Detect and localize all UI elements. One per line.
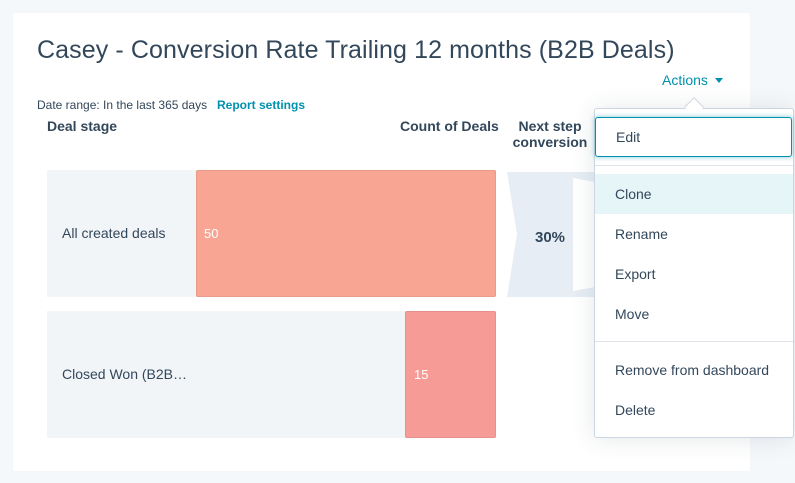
next-step-line-2: conversion (512, 134, 588, 150)
menu-item-clone[interactable]: Clone (595, 174, 793, 214)
menu-item-move[interactable]: Move (615, 306, 650, 322)
menu-item-delete[interactable]: Delete (615, 402, 656, 418)
menu-item-remove-from-dashboard[interactable]: Remove from dashboard (615, 362, 770, 378)
menu-item-rename[interactable]: Rename (615, 226, 668, 242)
count-bar[interactable] (196, 170, 496, 297)
conversion-arrow-fill (507, 172, 595, 297)
menu-item-edit[interactable]: Edit (595, 117, 792, 157)
report-settings-link[interactable]: Report settings (217, 98, 306, 112)
column-header-count: Count of Deals (400, 118, 499, 134)
conversion-rate-value: 30% (535, 229, 566, 246)
menu-divider (595, 165, 793, 166)
actions-label: Actions (662, 72, 708, 88)
menu-divider (595, 341, 793, 342)
menu-item-export[interactable]: Export (615, 266, 656, 282)
actions-dropdown-menu (594, 108, 794, 438)
next-step-line-1: Next step (518, 118, 582, 134)
row-stage-label: All created deals (62, 225, 166, 241)
column-header-deal-stage: Deal stage (47, 118, 118, 134)
count-bar[interactable] (405, 311, 496, 438)
count-bar-label: 15 (414, 367, 429, 382)
row-stage-label: Closed Won (B2B… (62, 366, 188, 382)
count-bar-label: 50 (204, 226, 219, 241)
column-header-next-step: Next step conversion (510, 118, 590, 150)
report-title: Casey - Conversion Rate Trailing 12 mont… (37, 36, 675, 64)
caret-down-icon (714, 78, 723, 83)
conversion-arrow-shape (507, 172, 595, 297)
date-range-text: Date range: In the last 365 days (37, 98, 208, 112)
actions-button[interactable]: Actions (662, 72, 723, 88)
